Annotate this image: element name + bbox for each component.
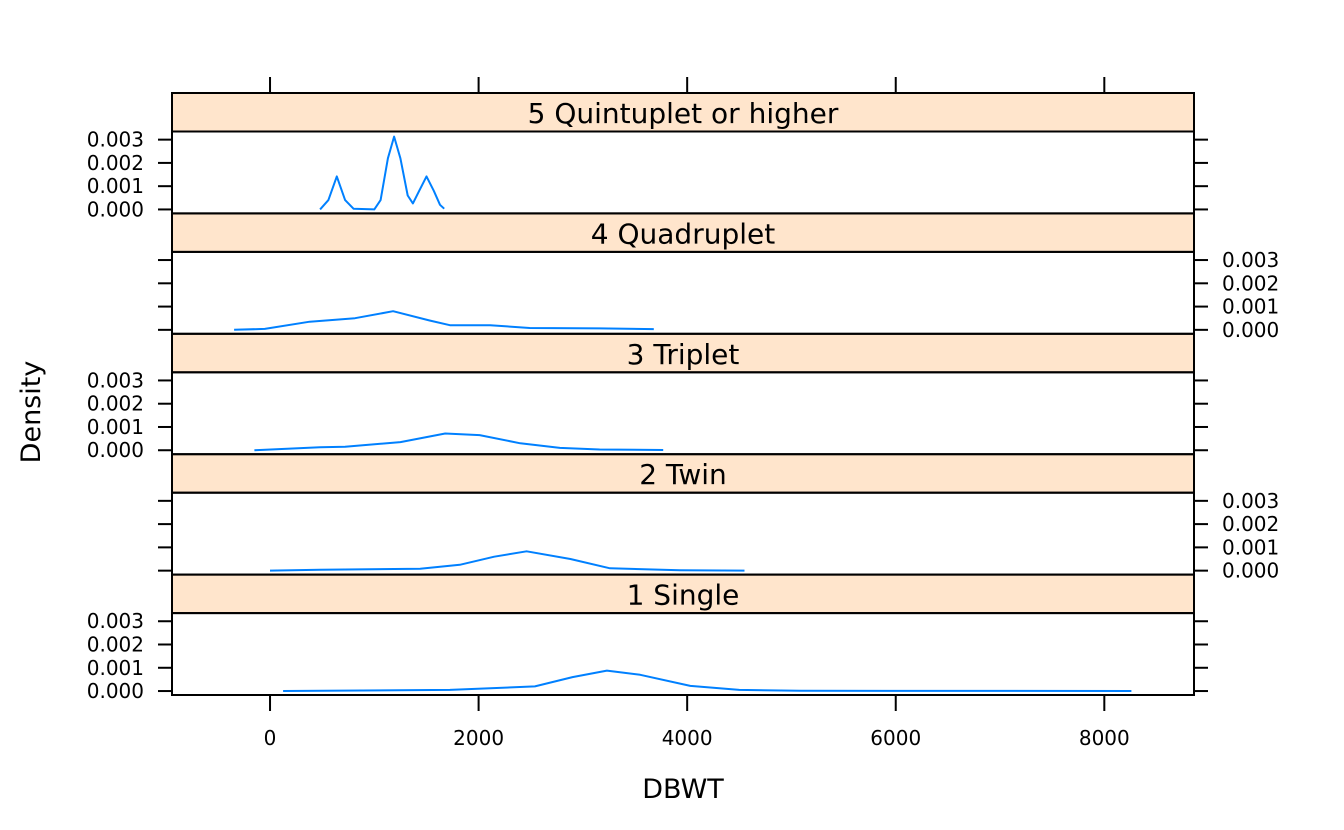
y-tick-label: 0.001	[1222, 295, 1279, 319]
x-tick-label: 2000	[453, 726, 504, 750]
density-curve	[254, 432, 664, 452]
panel-frame	[171, 491, 1195, 576]
strip-label: 4 Quadruplet	[591, 217, 775, 250]
x-axis-title: DBWT	[642, 774, 724, 805]
y-tick-label: 0.002	[87, 151, 144, 175]
y-tick-label: 0.003	[1222, 489, 1279, 513]
y-tick-label: 0.002	[1222, 271, 1279, 295]
y-tick-label: 0.000	[1222, 318, 1279, 342]
y-tick-label: 0.003	[1222, 248, 1279, 272]
y-tick-label: 0.003	[87, 128, 144, 152]
y-tick-label: 0.000	[87, 197, 144, 221]
panel-frame	[171, 250, 1195, 335]
y-tick-label: 0.003	[87, 609, 144, 633]
strip-label: 3 Triplet	[627, 338, 740, 371]
panel-frame	[171, 612, 1195, 696]
strip	[171, 573, 1195, 615]
y-tick-label: 0.002	[87, 392, 144, 416]
density-curve	[234, 310, 654, 331]
y-tick-label: 0.000	[1222, 559, 1279, 583]
strip-label: 2 Twin	[639, 458, 727, 491]
density-curve	[283, 669, 1132, 692]
y-tick-label: 0.002	[1222, 512, 1279, 536]
y-tick-label: 0.003	[87, 368, 144, 392]
y-tick-label: 0.001	[87, 415, 144, 439]
strip-label: 1 Single	[627, 579, 740, 612]
x-tick-label: 0	[264, 726, 277, 750]
y-tick-label: 0.001	[87, 174, 144, 198]
y-tick-label: 0.000	[87, 438, 144, 462]
density-curve	[269, 550, 745, 572]
y-tick-label: 0.000	[87, 679, 144, 703]
density-curve	[319, 135, 445, 211]
y-tick-label: 0.002	[87, 633, 144, 657]
panel-frame	[171, 130, 1195, 215]
panel-frame	[171, 371, 1195, 456]
x-tick-label: 6000	[870, 726, 921, 750]
y-tick-label: 0.001	[1222, 535, 1279, 559]
strip-label: 5 Quintuplet or higher	[528, 97, 839, 130]
x-tick-label: 8000	[1079, 726, 1130, 750]
y-tick-label: 0.001	[87, 656, 144, 680]
x-tick-label: 4000	[662, 726, 713, 750]
panel-5: 5 Quintuplet or higher 0.0000.0010.0020.0…	[87, 92, 1208, 221]
y-axis-title: Density	[16, 361, 47, 464]
